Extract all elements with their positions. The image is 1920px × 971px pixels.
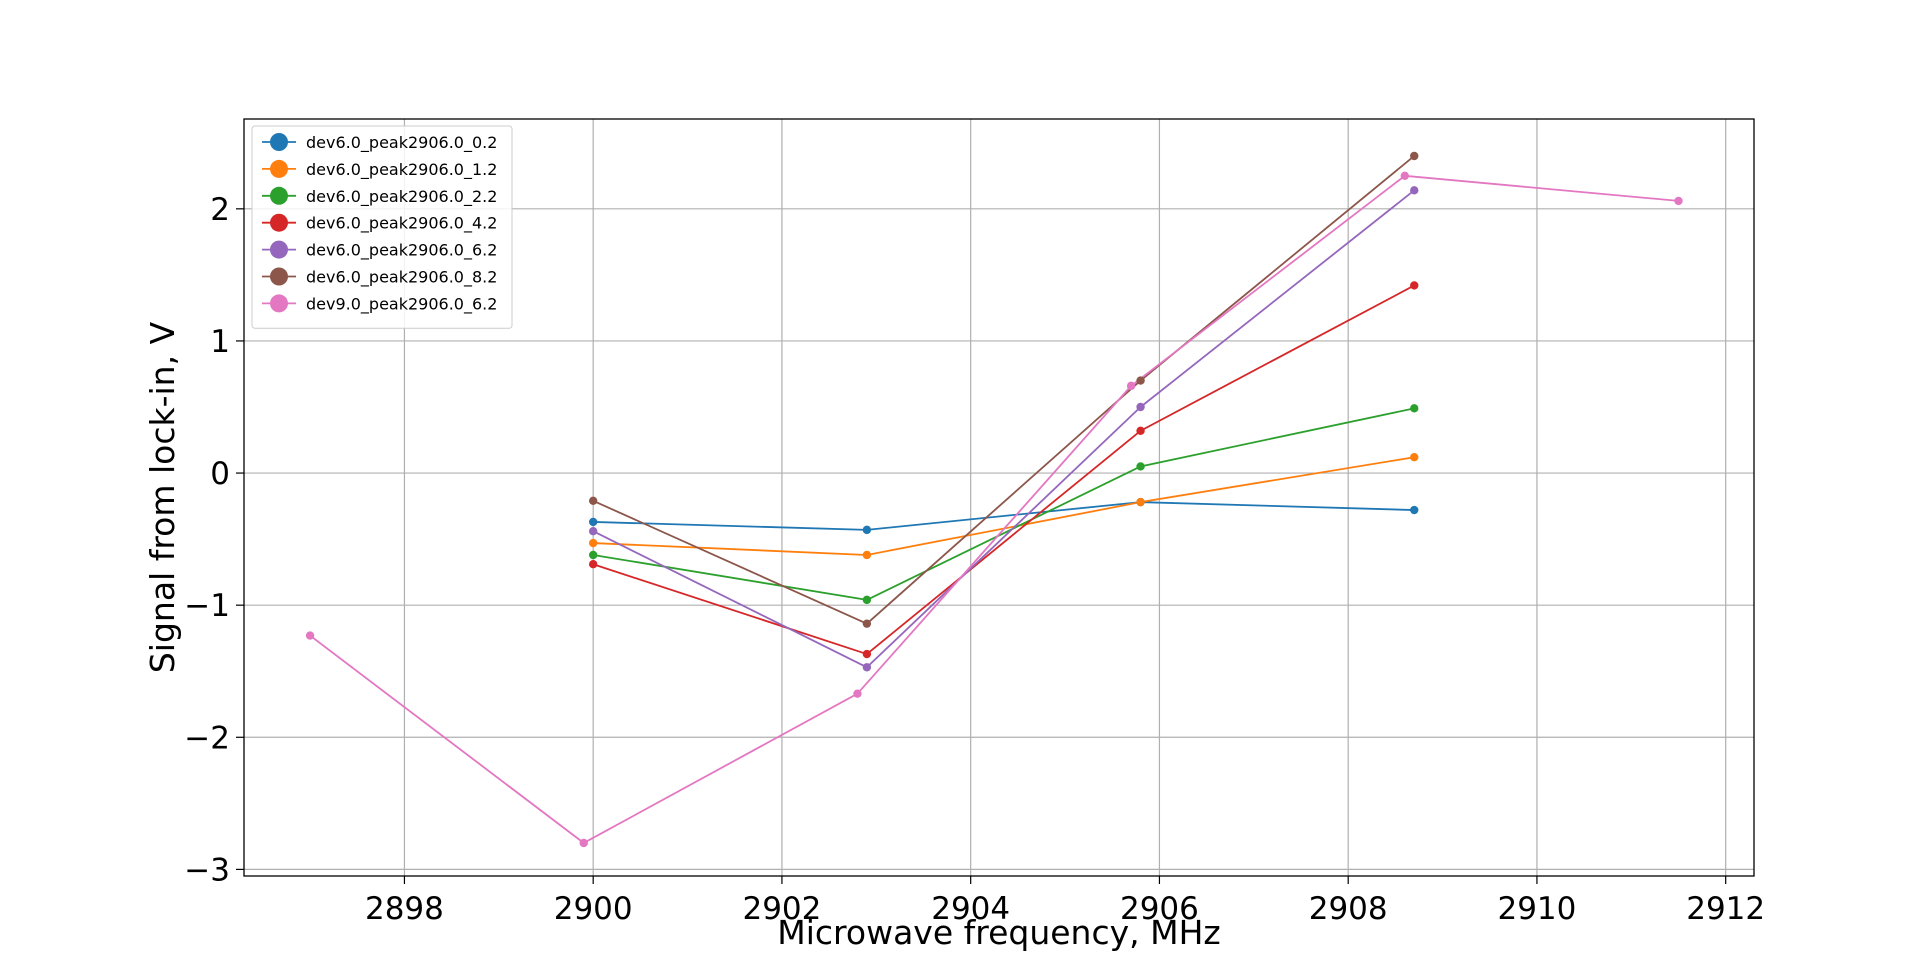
data-point: [588, 496, 598, 506]
legend-marker: [270, 133, 288, 151]
data-point: [862, 595, 872, 605]
y-tick-label: −3: [184, 852, 230, 888]
data-point: [862, 619, 872, 628]
data-point: [1400, 171, 1410, 181]
series-line: [593, 501, 1415, 531]
x-tick-label: 2898: [365, 891, 444, 927]
y-tick-label: 2: [210, 192, 230, 228]
legend-marker: [270, 213, 288, 232]
data-point: [588, 560, 598, 569]
series-line: [592, 284, 1415, 655]
data-point: [1410, 151, 1419, 161]
legend-label: dev6.0_peak2906.0_1.2: [306, 160, 497, 180]
legend-label: dev9.0_peak2906.0_6.2: [306, 294, 497, 314]
series-line: [593, 407, 1415, 601]
data-point: [1674, 196, 1683, 206]
data-point: [1136, 426, 1145, 435]
x-tick-label: 2910: [1497, 891, 1576, 927]
data-point: [862, 550, 872, 560]
y-tick-label: −1: [184, 588, 230, 624]
plot-frame: [243, 118, 1755, 877]
data-point: [862, 663, 872, 672]
y-axis-label: Signal from lock-in, V: [143, 321, 182, 673]
x-axis-label: Microwave frequency, MHz: [777, 913, 1220, 952]
legend-marker: [270, 159, 288, 178]
legend: dev6.0_peak2906.0_0.2 dev6.0_peak2906.0_1…: [251, 125, 513, 329]
series-points: [305, 151, 1683, 848]
data-point: [588, 526, 598, 536]
legend-marker: [270, 186, 288, 205]
data-point: [588, 550, 598, 560]
data-point: [862, 525, 872, 535]
data-point: [1136, 462, 1145, 471]
x-tick-label: 2906: [1120, 891, 1199, 927]
data-point: [1126, 381, 1136, 391]
data-point: [1136, 402, 1145, 412]
data-point: [588, 517, 598, 527]
series-line: [592, 189, 1415, 669]
legend-label: dev6.0_peak2906.0_2.2: [306, 187, 497, 207]
grid: [244, 119, 1754, 876]
data-point: [305, 631, 315, 640]
legend-label: dev6.0_peak2906.0_4.2: [306, 214, 497, 234]
series-line: [309, 174, 1679, 844]
data-point: [1410, 505, 1419, 515]
data-point: [1410, 404, 1419, 413]
data-point: [1136, 376, 1145, 385]
axis-ticks: 2898 2900 2902 2904 2906 2908 2910 2912 −3 −2 −1 0 1…: [184, 192, 1765, 927]
y-tick-label: 1: [210, 324, 230, 360]
legend-box: [251, 125, 513, 329]
data-point: [1136, 497, 1145, 507]
series-lines: [309, 155, 1679, 844]
y-tick-label: 0: [210, 456, 230, 492]
legend-marker: [270, 267, 288, 286]
data-point: [1410, 281, 1419, 290]
y-tick-label: −2: [184, 720, 230, 756]
series-line: [592, 155, 1415, 625]
data-point: [862, 649, 872, 659]
data-point: [1410, 453, 1419, 462]
x-tick-label: 2904: [931, 891, 1010, 927]
data-point: [1410, 186, 1419, 195]
data-point: [588, 538, 598, 548]
legend-marker: [270, 294, 288, 313]
legend-label: dev6.0_peak2906.0_6.2: [306, 241, 497, 261]
legend-label: dev6.0_peak2906.0_0.2: [306, 133, 497, 153]
x-tick-label: 2908: [1309, 891, 1388, 927]
data-point: [579, 838, 588, 848]
x-tick-label: 2912: [1686, 891, 1765, 927]
x-tick-label: 2900: [554, 891, 633, 927]
legend-label: dev6.0_peak2906.0_8.2: [306, 268, 497, 288]
legend-marker: [270, 240, 288, 259]
data-point: [853, 689, 862, 698]
x-tick-label: 2902: [742, 891, 821, 927]
